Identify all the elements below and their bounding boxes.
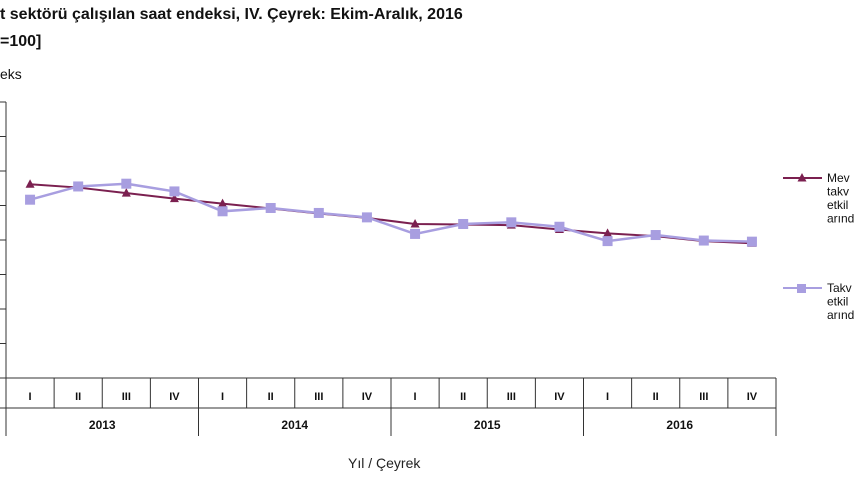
data-point [169,193,179,203]
x-tick-label: II [460,391,466,403]
data-point [73,181,84,192]
data-point [650,230,661,241]
data-point [361,212,372,223]
year-label: 2014 [281,418,308,432]
legend-swatch-marker [797,173,807,182]
x-tick-label: IV [747,391,758,403]
legend-label: arınd [827,308,854,322]
legend-label: takv [827,185,849,199]
series-line [29,182,752,243]
x-tick-label: III [507,391,516,403]
data-point [554,221,565,232]
x-tick-label: I [221,391,224,403]
year-label: 2016 [666,418,693,432]
data-point [603,228,613,237]
data-point [313,207,324,218]
year-label: 2015 [474,418,501,432]
x-tick-label: III [699,391,708,403]
data-point [698,235,709,246]
data-point [410,218,420,228]
data-point [218,198,228,208]
chart-subtitle: =100] [0,33,42,50]
x-tick-label: II [75,391,81,403]
x-tick-label: III [122,391,131,403]
data-point [217,206,228,217]
x-tick-label: IV [362,391,373,403]
y-axis-label: eks [0,66,22,82]
data-point [410,228,421,239]
data-point [746,236,757,247]
x-tick-label: III [314,391,323,403]
data-point [25,179,35,188]
legend-label: etkil [827,295,848,309]
x-tick-label: IV [169,391,180,403]
x-axis-label: Yıl / Çeyrek [348,455,421,471]
data-point [265,202,276,213]
x-tick-label: I [606,391,609,403]
data-point [25,194,36,205]
legend-label: Mev [827,171,850,185]
legend-swatch-marker [797,284,806,293]
data-point [602,236,613,247]
x-tick-label: II [653,391,659,403]
series-line [29,183,752,245]
x-tick-label: IV [554,391,565,403]
legend-label: arınd [827,212,854,226]
data-point [121,188,131,197]
data-point [121,178,132,189]
data-point [458,218,469,229]
x-tick-label: I [29,391,32,403]
data-point [169,186,180,197]
x-tick-label: I [414,391,417,403]
legend-label: etkil [827,198,848,212]
chart-title: t sektörü çalışılan saat endeksi, IV. Çe… [0,6,463,23]
x-tick-label: II [268,391,274,403]
year-label: 2013 [89,418,116,432]
data-point [506,217,517,228]
legend-label: Takv [827,281,852,295]
